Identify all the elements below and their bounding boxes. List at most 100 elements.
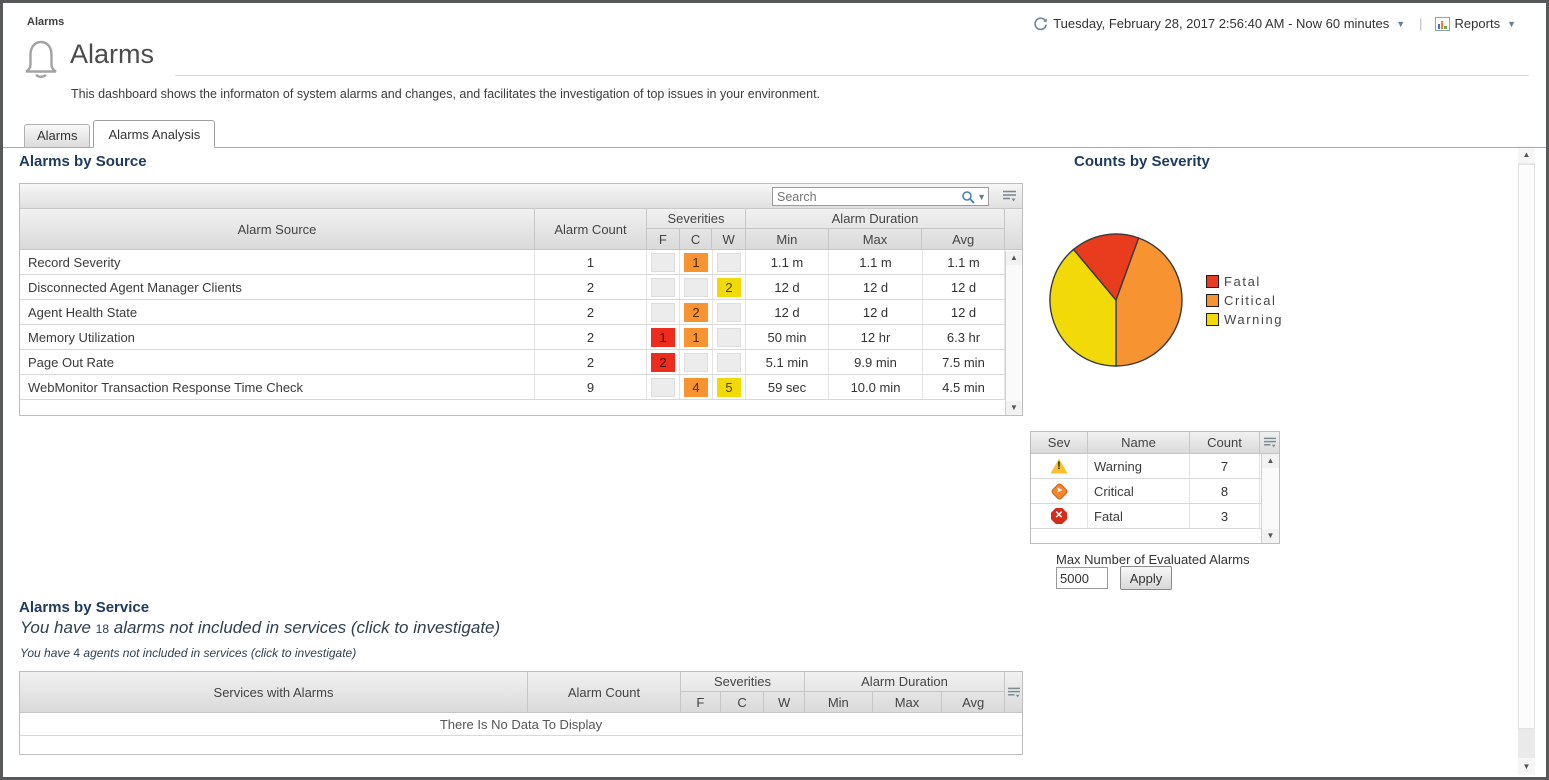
critical-icon bbox=[1049, 481, 1069, 501]
table-row[interactable]: Agent Health State 2 2 12 d 12 d 12 d bbox=[20, 300, 1022, 325]
reports-caret-icon[interactable]: ▼ bbox=[1507, 18, 1516, 29]
table-toolbar: ▼ bbox=[20, 184, 1022, 209]
table-header: Services with Alarms Alarm Count Severit… bbox=[20, 672, 1022, 713]
severity-badge-fatal bbox=[651, 377, 675, 397]
scroll-up-icon[interactable]: ▲ bbox=[1518, 146, 1535, 163]
time-range-icon bbox=[1034, 17, 1048, 31]
col-header-fatal[interactable]: F bbox=[681, 692, 721, 712]
col-header-min[interactable]: Min bbox=[805, 692, 873, 712]
severity-badge-critical bbox=[684, 352, 708, 372]
table-row[interactable]: Fatal 3 bbox=[1031, 504, 1279, 529]
col-header-name[interactable]: Name bbox=[1088, 432, 1190, 453]
warning-icon bbox=[1050, 458, 1068, 474]
col-group-severities: Severities F C W bbox=[681, 672, 805, 712]
col-header-services[interactable]: Services with Alarms bbox=[20, 672, 528, 712]
scroll-down-icon[interactable]: ▼ bbox=[1006, 401, 1022, 415]
col-group-severities: Severities F C W bbox=[647, 209, 746, 249]
pie-slice-fatal[interactable] bbox=[1072, 233, 1140, 302]
table-scrollbar[interactable]: ▲ ▼ bbox=[1005, 251, 1022, 415]
scroll-down-icon[interactable]: ▼ bbox=[1262, 529, 1279, 543]
reports-icon bbox=[1434, 16, 1450, 31]
legend-swatch-critical bbox=[1206, 294, 1219, 307]
table-customizer-icon[interactable] bbox=[1003, 190, 1016, 202]
severity-badge-critical: 1 bbox=[684, 252, 708, 272]
apply-button[interactable]: Apply bbox=[1120, 566, 1172, 590]
pie-slice-warning[interactable] bbox=[1049, 248, 1117, 367]
severity-badge-critical: 1 bbox=[684, 327, 708, 347]
col-header-avg[interactable]: Avg bbox=[952, 231, 975, 247]
reports-menu[interactable]: Reports bbox=[1454, 16, 1501, 31]
table-row[interactable]: Page Out Rate 2 2 5.1 min 9.9 min 7.5 mi… bbox=[20, 350, 1022, 375]
pie-slice-critical[interactable] bbox=[1115, 237, 1183, 367]
table-header: Alarm Source Alarm Count Severities F C … bbox=[20, 209, 1022, 250]
alarm-bell-icon bbox=[25, 40, 57, 78]
severity-badge-warning: 5 bbox=[717, 377, 741, 397]
severity-pie-chart bbox=[1049, 233, 1183, 367]
col-header-critical[interactable]: C bbox=[680, 229, 713, 249]
col-header-alarm-count[interactable]: Alarm Count bbox=[528, 672, 681, 712]
pie-legend: Fatal Critical Warning bbox=[1206, 274, 1283, 327]
col-header-sev[interactable]: Sev bbox=[1031, 432, 1088, 453]
severity-badge-warning bbox=[717, 327, 741, 347]
legend-swatch-fatal bbox=[1206, 275, 1219, 288]
severity-counts-table: Sev Name Count Warning 7 Critical 8 bbox=[1030, 431, 1280, 544]
max-alarms-input[interactable] bbox=[1056, 567, 1108, 589]
table-row[interactable]: Disconnected Agent Manager Clients 2 2 1… bbox=[20, 275, 1022, 300]
severity-badge-fatal bbox=[651, 302, 675, 322]
alarms-by-source-table: ▼ Alarm Source Alarm Count Severities F … bbox=[19, 183, 1023, 416]
col-header-max[interactable]: Max bbox=[873, 692, 943, 712]
table-row[interactable]: Record Severity 1 1 1.1 m 1.1 m 1.1 m bbox=[20, 250, 1022, 275]
col-header-warning[interactable]: W bbox=[722, 231, 735, 247]
table-row[interactable]: WebMonitor Transaction Response Time Che… bbox=[20, 375, 1022, 400]
no-data-message: There Is No Data To Display bbox=[20, 713, 1022, 736]
breadcrumb[interactable]: Alarms bbox=[27, 16, 65, 28]
scroll-up-icon[interactable]: ▲ bbox=[1006, 251, 1022, 265]
col-group-duration: Alarm Duration Min Max Avg bbox=[746, 209, 1005, 249]
col-header-count[interactable]: Count bbox=[1190, 432, 1260, 453]
col-header-critical[interactable]: C bbox=[721, 692, 765, 712]
legend-swatch-warning bbox=[1206, 313, 1219, 326]
col-group-duration: Alarm Duration Min Max Avg bbox=[805, 672, 1005, 712]
legend-item-fatal: Fatal bbox=[1206, 274, 1283, 289]
toolbar-divider: | bbox=[1419, 16, 1423, 31]
table-scrollbar[interactable]: ▲ ▼ bbox=[1261, 454, 1279, 543]
search-icon[interactable] bbox=[961, 190, 975, 204]
col-header-alarm-source[interactable]: Alarm Source bbox=[20, 209, 535, 249]
table-row[interactable]: Memory Utilization 2 1 1 50 min 12 hr 6.… bbox=[20, 325, 1022, 350]
col-header-fatal[interactable]: F bbox=[647, 229, 680, 249]
search-input[interactable] bbox=[773, 189, 962, 204]
severity-badge-critical: 2 bbox=[684, 302, 708, 322]
table-customizer-icon[interactable] bbox=[1263, 437, 1276, 448]
search-box: ▼ bbox=[772, 187, 989, 206]
time-range-bar: Tuesday, February 28, 2017 2:56:40 AM - … bbox=[1033, 16, 1518, 31]
table-row[interactable]: Warning 7 bbox=[1031, 454, 1279, 479]
alarms-not-in-services-link[interactable]: You have 18 alarms not included in servi… bbox=[20, 618, 501, 637]
severity-badge-warning bbox=[717, 352, 741, 372]
severity-badge-fatal bbox=[651, 252, 675, 272]
severity-badge-warning bbox=[717, 302, 741, 322]
severity-badge-critical bbox=[684, 277, 708, 297]
severity-badge-fatal: 2 bbox=[651, 352, 675, 372]
tab-alarms-analysis[interactable]: Alarms Analysis bbox=[93, 120, 216, 148]
time-range-caret-icon[interactable]: ▼ bbox=[1396, 18, 1406, 29]
col-header-max[interactable]: Max bbox=[829, 229, 923, 249]
scroll-down-icon[interactable]: ▼ bbox=[1518, 758, 1535, 775]
agents-not-in-services-link[interactable]: You have 4 agents not included in servic… bbox=[20, 646, 357, 660]
page-scrollbar[interactable]: ▲ ▼ bbox=[1518, 146, 1535, 775]
severity-badge-fatal bbox=[651, 277, 675, 297]
col-header-warning[interactable]: W bbox=[778, 694, 791, 710]
col-header-avg[interactable]: Avg bbox=[962, 694, 985, 710]
search-options-caret-icon[interactable]: ▼ bbox=[977, 191, 986, 202]
scrollbar-thumb[interactable] bbox=[1518, 164, 1535, 729]
table-row[interactable]: Critical 8 bbox=[1031, 479, 1279, 504]
scroll-up-icon[interactable]: ▲ bbox=[1262, 454, 1279, 468]
tab-alarms[interactable]: Alarms bbox=[24, 124, 91, 148]
col-header-min[interactable]: Min bbox=[746, 229, 829, 249]
alarms-by-service-table: Services with Alarms Alarm Count Severit… bbox=[19, 671, 1023, 755]
time-range-text[interactable]: Tuesday, February 28, 2017 2:56:40 AM - … bbox=[1053, 16, 1390, 31]
col-header-alarm-count[interactable]: Alarm Count bbox=[535, 209, 647, 249]
tab-divider bbox=[3, 147, 1546, 148]
table-customizer-icon[interactable] bbox=[1007, 687, 1020, 698]
severity-badge-critical: 4 bbox=[684, 377, 708, 397]
max-alarms-label: Max Number of Evaluated Alarms bbox=[1056, 552, 1250, 567]
